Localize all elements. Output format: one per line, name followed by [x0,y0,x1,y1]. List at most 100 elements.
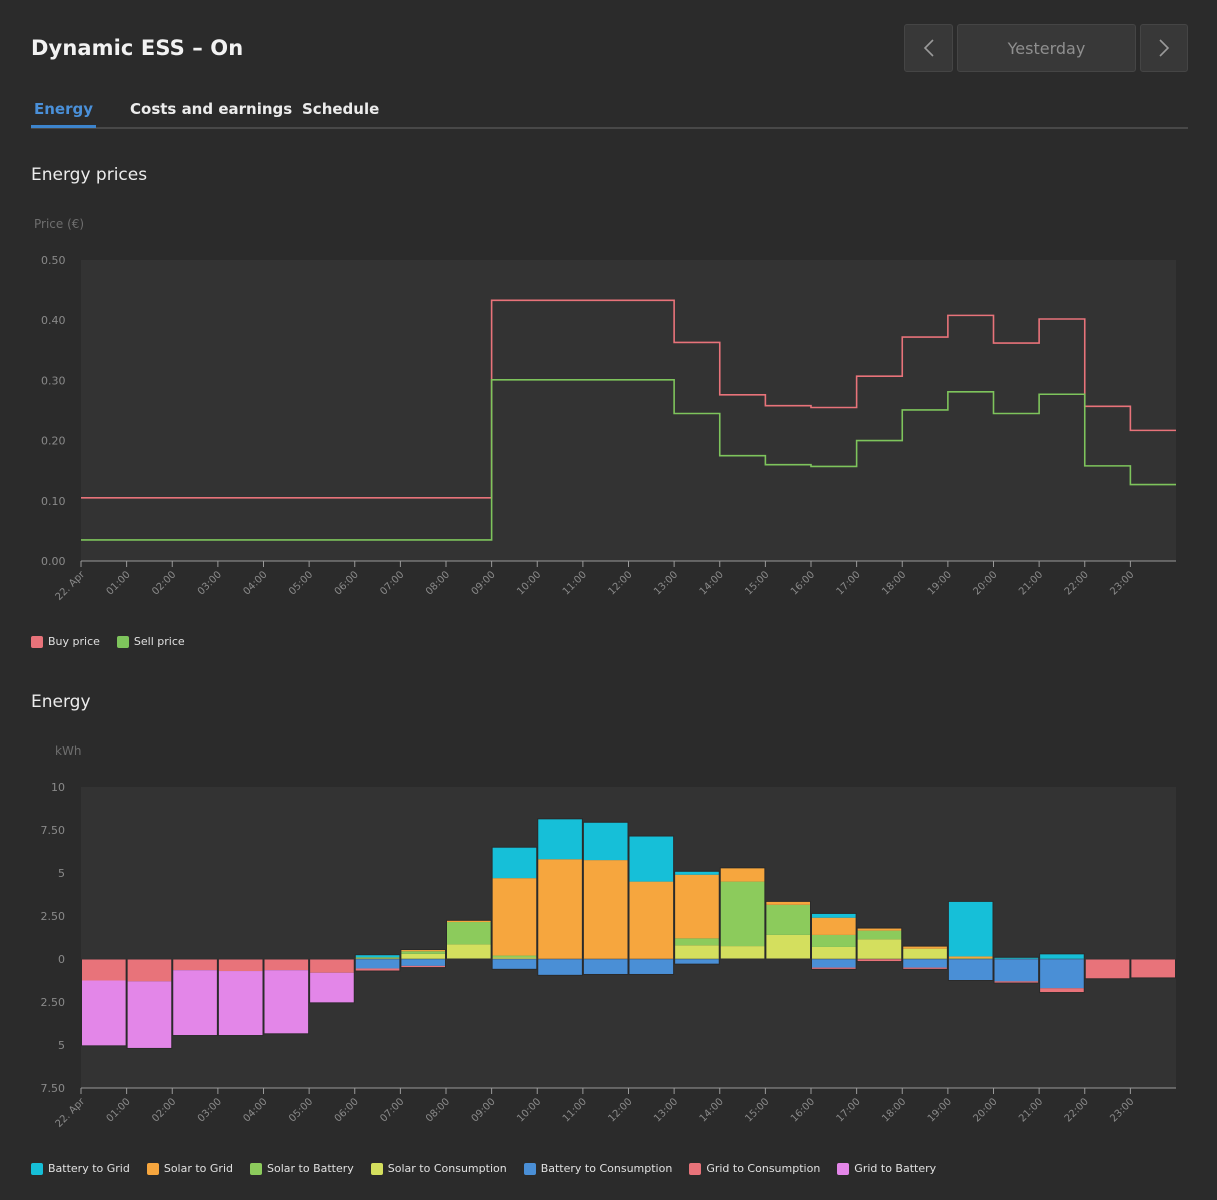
energy-bar-segment [811,913,857,918]
energy-bar-segment [400,949,446,952]
energy-bar-segment [400,959,446,966]
energy-bar-segment [1130,959,1176,978]
energy-bar-segment [811,917,857,935]
energy-bar-segment [857,930,902,940]
x-tick-label: 20:00 [971,1096,999,1124]
x-tick-label: 19:00 [926,1096,954,1124]
previous-day-button[interactable] [904,24,953,72]
legend-swatch [146,1162,159,1175]
energy-bar-segment [994,959,1039,982]
energy-bar-segment [629,959,674,975]
energy-bar-segment [811,934,857,947]
energy-title: Energy [31,692,91,712]
next-day-button[interactable] [1140,24,1188,72]
x-tick-label: 09:00 [470,1096,498,1124]
legend-grid-to-consumption[interactable]: Grid to Consumption [689,1162,820,1175]
energy-bar-segment [264,959,309,971]
energy-prices-chart: Price (€) 0.00 0.10 0.20 0.30 0.40 0.50 22. Apr… [34,217,1176,603]
legend-label: Battery to Grid [48,1162,130,1175]
legend-battery-to-consumption[interactable]: Battery to Consumption [523,1162,672,1175]
energy-bar-outline [354,954,401,972]
energy-bar-segment [492,847,537,879]
energy-bar-segment [264,970,309,1034]
energy-bar-segment [400,951,446,954]
legend-solar-to-battery[interactable]: Solar to Battery [250,1162,354,1175]
energy-bar-outline [582,821,629,975]
sell-price-line [81,378,1176,541]
energy-bar-segment [902,946,948,949]
x-tick-label: 16:00 [789,569,817,597]
x-tick-label: 19:00 [926,569,954,597]
y-tick-label: 7.50 [41,824,66,837]
legend-swatch [116,635,129,648]
energy-bar-segment [674,938,720,946]
legend-label: Sell price [133,635,185,648]
energy-bar-segment [948,959,993,981]
energy-bar-segment [355,958,400,959]
x-tick-label: 07:00 [378,569,406,597]
energy-bar-segment [720,881,765,947]
legend-solar-to-consumption[interactable]: Solar to Consumption [370,1162,507,1175]
x-tick-label: 13:00 [652,569,680,597]
energy-bar-outline [628,835,675,975]
energy-bar-segment [948,956,993,959]
energy-bar-segment [492,957,537,959]
energy-bar-segment [172,959,218,971]
legend-sell-price[interactable]: Sell price [116,635,185,648]
energy-bar-outline [537,818,583,976]
energy-bar-segment [400,965,446,968]
energy-bar-segment [674,959,720,965]
page-title: Dynamic ESS – On [31,36,244,60]
energy-bar-segment [400,953,446,959]
legend-grid-to-battery[interactable]: Grid to Battery [837,1162,936,1175]
date-selector[interactable]: Yesterday [957,24,1136,72]
energy-bar-segment [629,881,674,959]
energy-bar-segment [765,934,811,959]
x-tick-label: 22. Apr [54,1096,88,1130]
x-tick-label: 07:00 [378,1096,406,1124]
energy-bar-segment [902,959,948,968]
energy-bar-segment [811,946,857,959]
y-tick-label: 2.50 [41,910,66,923]
legend-label: Solar to Battery [267,1162,354,1175]
x-tick-label: 23:00 [1108,569,1136,597]
x-tick-label: 08:00 [424,1096,452,1124]
energy-bar-outline [947,900,994,982]
tab-energy[interactable]: Energy [33,100,93,118]
x-tick-label: 04:00 [241,569,269,597]
price-legend: Buy price Sell price [31,635,202,648]
legend-label: Buy price [48,635,100,648]
y-tick-label: 2.50 [41,996,66,1009]
legend-label: Grid to Battery [854,1162,937,1175]
energy-bar-segment [537,859,583,959]
tab-schedule[interactable]: Schedule [302,100,380,118]
legend-swatch [689,1162,702,1175]
x-tick-label: 16:00 [789,1096,817,1124]
energy-bar-segment [309,959,355,973]
legend-battery-to-grid[interactable]: Battery to Grid [31,1162,130,1175]
legend-solar-to-grid[interactable]: Solar to Grid [146,1162,233,1175]
energy-bar-segment [994,957,1039,959]
legend-swatch [837,1162,850,1175]
energy-bar-segment [857,959,902,962]
energy-bar-segment [309,972,355,1003]
energy-bar-segment [355,957,400,959]
x-tick-label: 04:00 [241,1096,269,1124]
x-tick-label: 20:00 [971,569,999,597]
x-tick-label: 18:00 [880,1096,908,1124]
energy-bar-segment [537,959,583,976]
energy-bar-segment [765,904,811,935]
tab-bar: Energy Costs and earnings Schedule [31,94,1188,129]
y-tick-label: 0 [58,953,65,966]
legend-buy-price[interactable]: Buy price [31,635,100,648]
energy-bar-segment [674,945,720,959]
legend-swatch [31,1162,43,1175]
energy-bar-segment [492,959,537,970]
energy-bar-segment [172,970,218,1036]
tab-costs-and-earnings[interactable]: Costs and earnings [130,100,293,118]
energy-bar-segment [811,967,857,970]
x-tick-label: 06:00 [333,1096,361,1124]
energy-bar-segment [1039,953,1085,959]
chevron-left-icon [923,39,934,57]
x-tick-label: 11:00 [561,1096,589,1124]
